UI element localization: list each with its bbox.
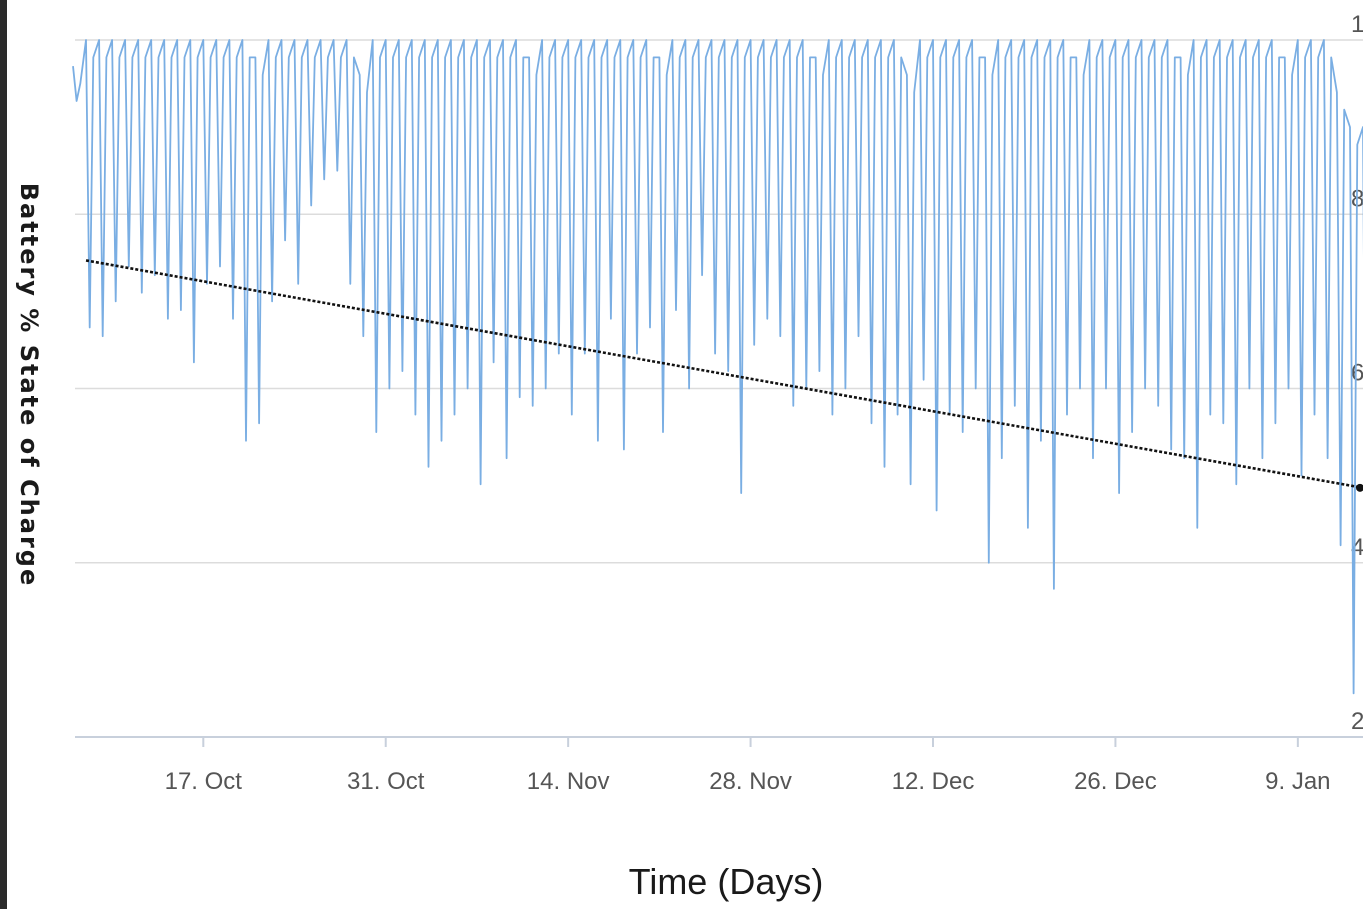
x-tick-label: 31. Oct — [347, 768, 425, 795]
x-tick-label: 12. Dec — [892, 768, 975, 795]
y-tick-labels: 246810 — [1351, 11, 1363, 735]
battery-soc-line — [72, 39, 1363, 695]
left-border — [0, 0, 7, 909]
y-axis-label: Battery % State of Charge — [15, 182, 43, 588]
trend-line — [85, 259, 1363, 490]
trend-layer — [85, 259, 1363, 492]
y-tick-label: 2 — [1351, 708, 1363, 735]
x-tick-label: 28. Nov — [709, 768, 792, 795]
trend-endpoint — [1356, 483, 1363, 492]
y-tick-label: 10 — [1351, 11, 1363, 38]
x-tick-label: 17. Oct — [165, 768, 243, 795]
x-tick-label: 9. Jan — [1265, 768, 1330, 795]
x-axis-label: Time (Days) — [628, 861, 824, 902]
x-tick-labels: 17. Oct 31. Oct 14. Nov 28. Nov 12. Dec 26. D… — [165, 737, 1331, 795]
x-tick-label: 26. Dec — [1074, 768, 1157, 795]
y-tick-label: 6 — [1351, 360, 1363, 387]
x-tick-label: 14. Nov — [527, 768, 610, 795]
series-layer — [72, 39, 1363, 695]
grid-lines — [75, 39, 1363, 738]
